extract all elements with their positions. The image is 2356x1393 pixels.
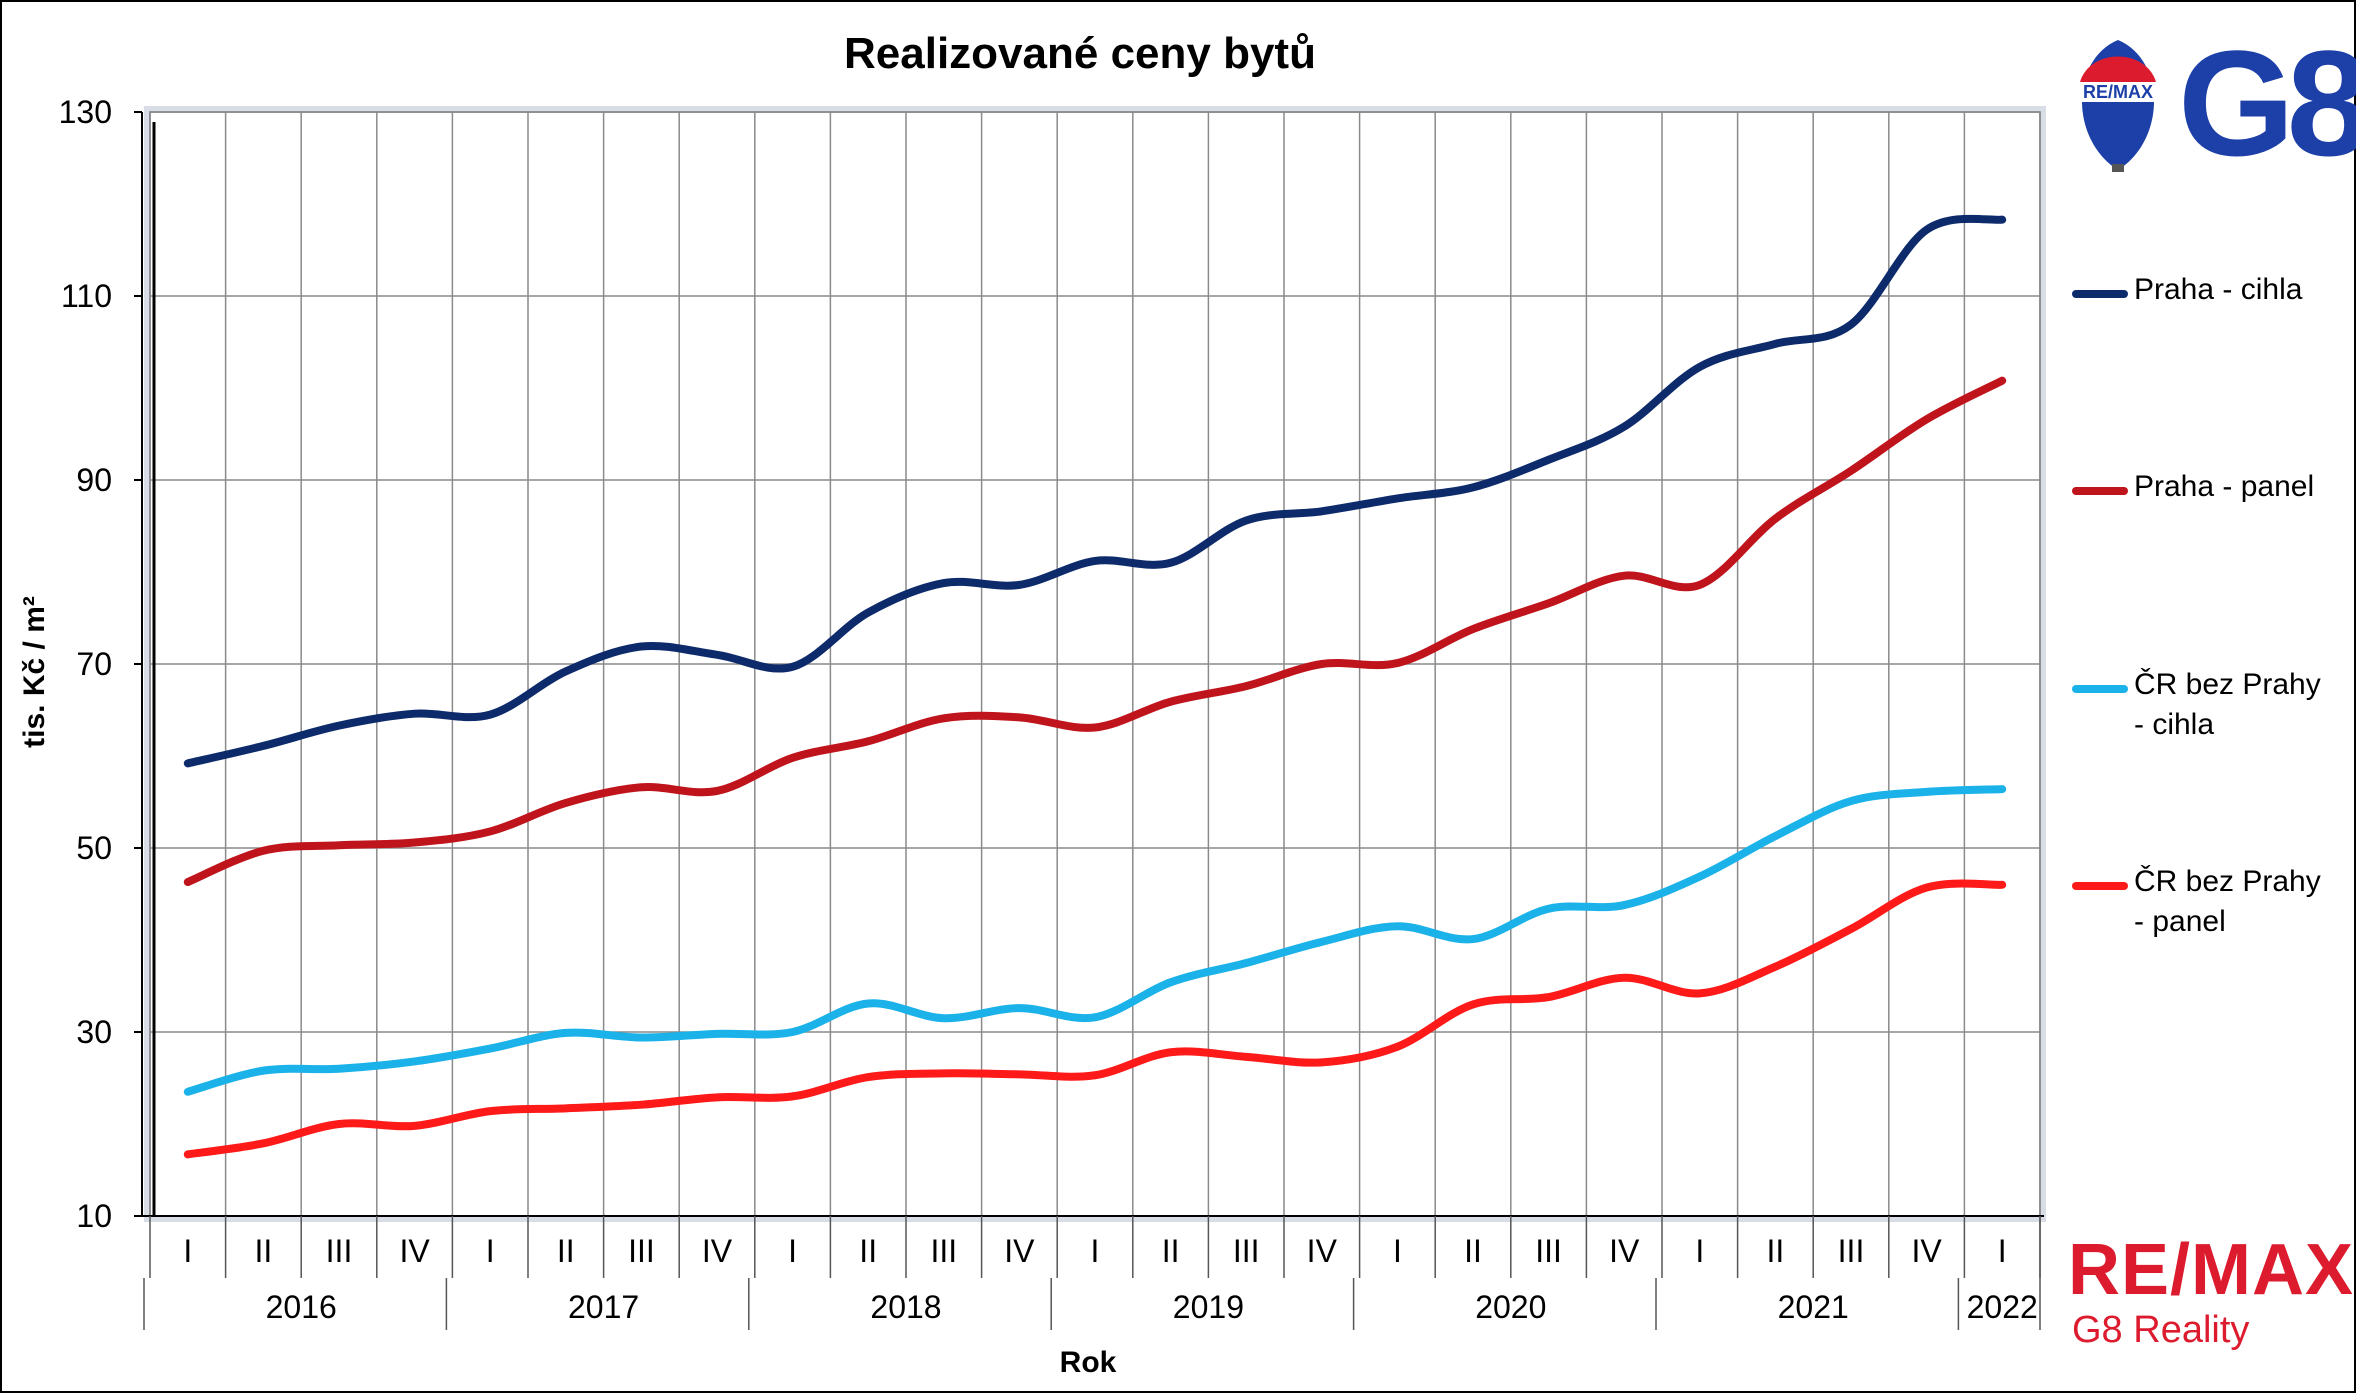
x-quarter-label: IV xyxy=(399,1233,430,1269)
x-quarter-label: III xyxy=(1535,1233,1562,1269)
legend-swatch xyxy=(2072,487,2128,495)
x-year-label: 2016 xyxy=(266,1289,337,1325)
legend-swatch xyxy=(2072,290,2128,298)
y-tick-label: 30 xyxy=(76,1014,112,1050)
x-quarter-label: II xyxy=(1162,1233,1180,1269)
x-axis: I II III IV I II III IV I II III IV I II III IV I II III IV… xyxy=(142,1215,2044,1330)
series-lines xyxy=(183,214,2007,1159)
x-quarter-label: I xyxy=(183,1233,192,1269)
x-year-label: 2022 xyxy=(1967,1289,2038,1325)
legend-swatch xyxy=(2072,882,2128,890)
x-year-label: 2019 xyxy=(1173,1289,1244,1325)
x-quarter-label: IV xyxy=(1609,1233,1640,1269)
y-axis-label: tis. Kč / m² xyxy=(18,596,51,748)
x-quarter-label: IV xyxy=(1307,1233,1338,1269)
legend-label: ČR bez Prahy - panel xyxy=(2134,865,2321,938)
y-tick-label: 90 xyxy=(76,462,112,498)
series-line xyxy=(183,879,2007,1159)
x-quarter-label: III xyxy=(1838,1233,1865,1269)
x-quarter-label: III xyxy=(326,1233,353,1269)
x-year-label: 2018 xyxy=(870,1289,941,1325)
x-quarter-label: I xyxy=(788,1233,797,1269)
x-quarter-label: II xyxy=(1464,1233,1482,1269)
y-tick-label: 10 xyxy=(76,1198,112,1234)
legend-item-cr-cihla: ČR bez Prahy - cihla xyxy=(2072,665,2356,745)
x-quarter-label: I xyxy=(1695,1233,1704,1269)
x-year-label: 2020 xyxy=(1475,1289,1546,1325)
x-quarter-label: II xyxy=(255,1233,273,1269)
legend-item-praha-cihla: Praha - cihla xyxy=(2072,270,2356,310)
legend-label: ČR bez Prahy - cihla xyxy=(2134,668,2321,741)
x-quarter-label: I xyxy=(1393,1233,1402,1269)
y-axis: 10 30 50 70 90 110 130 xyxy=(59,94,156,1234)
legend-item-praha-panel: Praha - panel xyxy=(2072,467,2356,507)
g8-logo-text: G8 xyxy=(2178,19,2356,187)
remax-balloon-logo: RE/MAX xyxy=(2076,40,2160,172)
legend-swatch xyxy=(2072,685,2128,693)
x-quarter-label: IV xyxy=(1911,1233,1942,1269)
x-axis-label: Rok xyxy=(1060,1346,1117,1379)
series-line xyxy=(183,376,2007,887)
remax-brand-logo: RE/MAX xyxy=(2068,1230,2355,1310)
x-quarter-label: II xyxy=(557,1233,575,1269)
x-quarter-label: II xyxy=(1767,1233,1785,1269)
series-line xyxy=(183,214,2007,768)
y-tick-label: 110 xyxy=(61,278,112,314)
x-quarter-label: II xyxy=(859,1233,877,1269)
x-quarter-label: III xyxy=(930,1233,957,1269)
legend-item-cr-panel: ČR bez Prahy - panel xyxy=(2072,862,2356,942)
y-tick-label: 70 xyxy=(76,646,112,682)
remax-brand-subtitle: G8 Reality xyxy=(2072,1309,2250,1351)
legend-label: Praha - panel xyxy=(2134,470,2315,503)
x-quarter-label: I xyxy=(486,1233,495,1269)
x-quarter-label: III xyxy=(628,1233,655,1269)
x-quarter-label: III xyxy=(1233,1233,1260,1269)
chart-title: Realizované ceny bytů xyxy=(844,29,1316,78)
y-tick-label: 50 xyxy=(76,830,112,866)
x-year-label: 2017 xyxy=(568,1289,639,1325)
y-tick-label: 130 xyxy=(59,94,112,130)
balloon-text: RE/MAX xyxy=(2083,82,2153,102)
x-quarter-label: I xyxy=(1998,1233,2007,1269)
x-year-label: 2021 xyxy=(1778,1289,1849,1325)
x-quarter-label: I xyxy=(1091,1233,1100,1269)
legend-label: Praha - cihla xyxy=(2134,273,2303,306)
x-quarter-label: IV xyxy=(1004,1233,1035,1269)
x-quarter-label: IV xyxy=(702,1233,733,1269)
series-line xyxy=(183,785,2007,1096)
